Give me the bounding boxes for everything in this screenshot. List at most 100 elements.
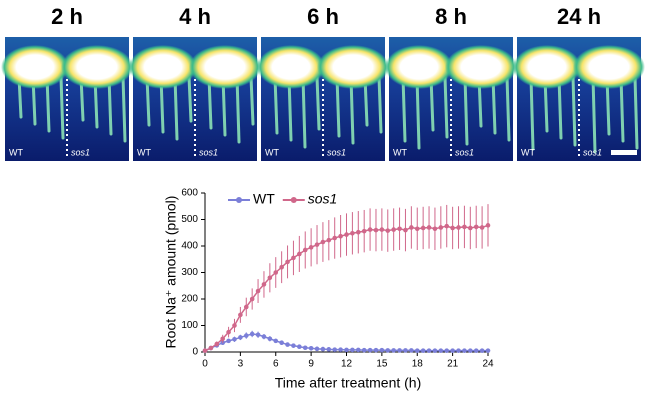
image-panel: 4 h WT sos1 [129,4,261,161]
root [633,75,639,150]
root [59,75,65,140]
shoot-signal [573,45,645,89]
data-point [261,282,267,287]
data-point [361,228,367,234]
data-point [338,347,343,352]
data-point [426,348,432,353]
root [249,75,255,126]
shoot-signal [513,45,581,89]
data-point [468,225,473,231]
data-point [214,341,220,347]
data-point [326,347,332,352]
panel-title: 4 h [179,4,211,29]
y-tick-label: 100 [181,320,198,331]
data-point [249,331,255,337]
root [443,75,449,139]
data-point [243,304,249,310]
shoot-signal [257,45,325,89]
data-point [238,312,243,318]
root [301,75,307,149]
legend-label: sos1 [308,191,338,207]
panel-label: WT [137,147,151,157]
data-point [232,323,237,328]
panel-title: 24 h [557,4,601,29]
data-point [279,264,284,270]
x-tick-label: 3 [238,359,244,370]
data-point [361,347,367,353]
panel-label: WT [393,147,407,157]
data-point [462,224,467,230]
data-point [267,336,273,342]
data-point [243,333,249,338]
data-point [350,230,355,236]
x-tick-label: 15 [376,359,388,370]
data-point [473,224,479,230]
panel-title: 2 h [51,4,83,29]
shoot-signal [61,45,133,89]
root [121,75,127,143]
data-point [432,226,438,232]
legend-marker [236,197,242,203]
data-point [438,225,444,230]
data-point [456,348,461,353]
data-point [426,225,432,230]
data-point [367,227,373,232]
data-point [367,347,373,353]
y-tick-label: 500 [181,214,198,225]
shoot-signal [445,45,517,89]
data-point [391,348,396,353]
x-tick-label: 9 [308,359,314,370]
x-axis-label: Time after treatment (h) [275,375,422,391]
data-point [332,347,338,352]
data-point [220,340,225,346]
root [505,75,511,142]
data-point [208,345,214,351]
data-point [220,336,225,342]
data-point [379,347,385,353]
y-tick-label: 400 [181,241,198,252]
root [235,75,241,144]
data-point [314,242,320,247]
data-point [279,340,284,346]
data-point [308,245,314,250]
data-point [391,227,396,232]
data-point [350,347,355,353]
data-point [255,332,261,338]
data-point [291,343,296,348]
root [315,75,321,131]
data-point [297,251,302,257]
data-point [462,348,467,353]
data-point [302,247,308,253]
image-panel: 24 h WT sos1 [513,4,645,161]
x-tick-label: 12 [341,359,353,370]
data-point [444,348,450,353]
data-point [332,235,338,241]
data-point [414,226,420,232]
data-point [202,348,208,353]
data-point [285,259,290,265]
data-point [308,345,314,351]
data-point [385,228,391,233]
panel-label: sos1 [583,147,602,157]
data-point [255,288,261,294]
data-point [297,344,302,350]
data-point [397,226,402,232]
data-point [397,348,402,353]
data-point [314,346,320,352]
data-point [261,334,267,339]
x-tick-label: 24 [482,359,494,370]
data-point [291,255,296,261]
scale-bar [611,150,637,155]
x-tick-label: 0 [202,359,208,370]
panel-label: sos1 [455,147,474,157]
root [591,75,597,154]
shoot-signal [129,45,197,89]
image-panel: 2 h WT sos1 [1,4,133,161]
panel-title: 8 h [435,4,467,29]
data-point [373,347,379,353]
data-point [273,338,279,344]
root [377,75,383,134]
data-point [338,233,343,239]
x-tick-label: 6 [273,359,279,370]
panel-title: 6 h [307,4,339,29]
